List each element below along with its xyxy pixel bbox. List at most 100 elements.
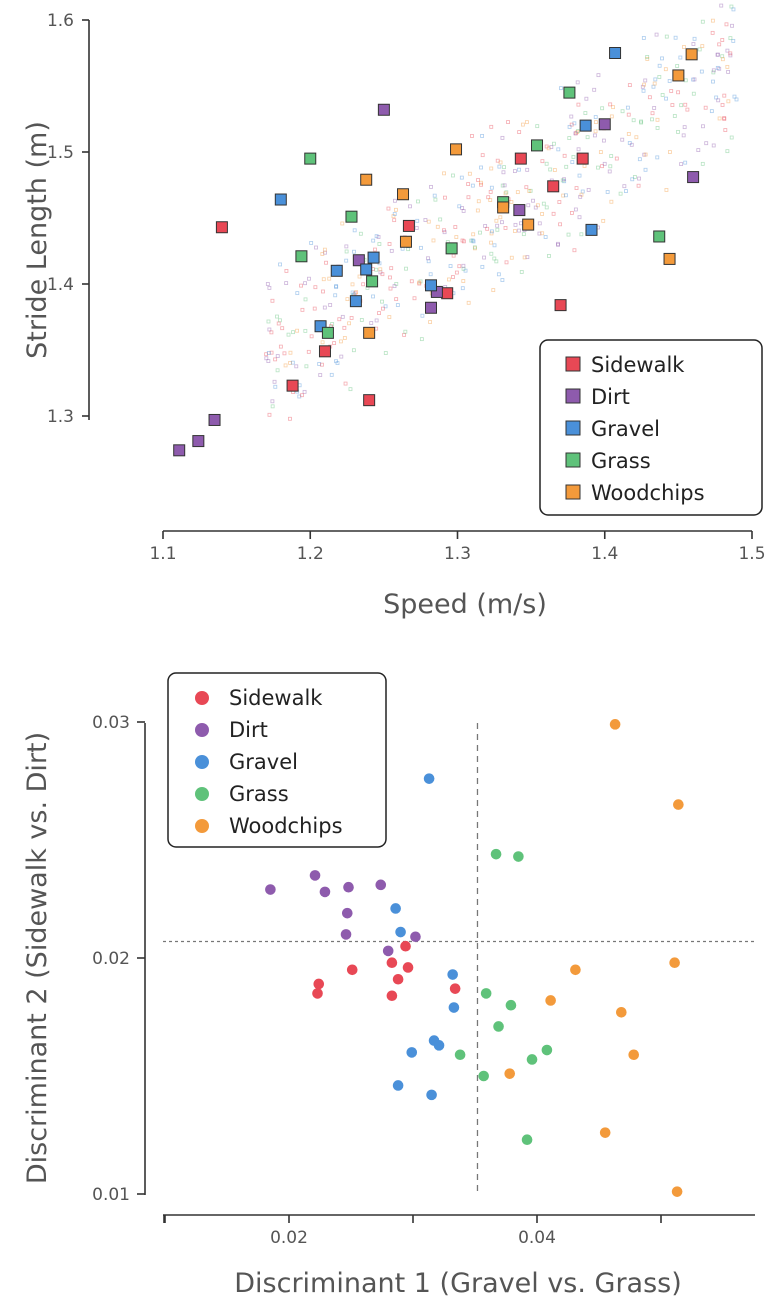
background-point (352, 249, 356, 254)
background-point (711, 143, 716, 148)
background-point (679, 162, 684, 166)
legend-label-dirt: Dirt (229, 718, 268, 742)
background-point (598, 150, 603, 154)
background-point (620, 109, 625, 114)
background-point (557, 200, 562, 204)
background-point (300, 307, 305, 312)
point-sidewalk (400, 940, 411, 952)
background-point (562, 153, 567, 158)
background-point (403, 329, 408, 334)
point-grass (454, 1049, 466, 1061)
background-point (417, 280, 422, 285)
background-point (575, 80, 580, 85)
point-sidewalk (386, 990, 398, 1002)
background-point (322, 247, 327, 252)
point-woodchips (360, 173, 373, 186)
background-point (521, 232, 526, 237)
background-point (700, 44, 705, 49)
background-point (734, 97, 739, 102)
x-axis-title: Discriminant 1 (Gravel vs. Grass) (234, 1268, 682, 1299)
background-point (402, 332, 407, 337)
background-point (667, 79, 672, 83)
point-sidewalk (402, 962, 414, 973)
point-dirt (352, 254, 365, 267)
background-point (451, 173, 455, 178)
legend-swatch-sidewalk (565, 356, 581, 372)
background-point (466, 182, 471, 186)
background-point (264, 356, 269, 361)
point-gravel (390, 903, 401, 914)
background-point (489, 231, 494, 236)
background-point (669, 89, 674, 93)
point-sidewalk (286, 379, 299, 392)
y-axis-top: 1.3 1.4 1.5 1.6 (47, 11, 90, 427)
background-point (320, 340, 325, 345)
background-point (509, 200, 514, 204)
background-point (442, 228, 446, 233)
background-point (374, 318, 379, 323)
background-point (637, 157, 642, 162)
background-point (448, 264, 453, 269)
background-point (426, 219, 431, 224)
background-point (729, 4, 734, 9)
background-point (679, 103, 684, 108)
background-point (580, 189, 585, 194)
background-point (388, 275, 392, 280)
background-point (313, 285, 318, 290)
background-point (309, 241, 314, 245)
background-point (716, 98, 721, 103)
point-woodchips (522, 218, 535, 231)
legend-label-grass: Grass (591, 449, 651, 473)
background-point (354, 290, 359, 295)
stride-speed-scatter-chart: 1.3 1.4 1.5 1.6 1.1 1.2 1.3 1.4 1.5 Stride Leng… (22, 3, 766, 620)
background-point (483, 224, 488, 228)
background-point (392, 212, 397, 216)
point-dirt (377, 103, 390, 116)
background-point (299, 283, 303, 288)
background-point (457, 204, 462, 209)
background-point (469, 238, 474, 243)
background-point (563, 193, 568, 198)
background-point (531, 198, 535, 203)
point-woodchips (685, 48, 698, 61)
background-point (388, 286, 393, 291)
background-point (720, 54, 725, 59)
background-point (412, 296, 417, 301)
background-point (479, 182, 483, 187)
legend-label-woodchips: Woodchips (591, 481, 705, 505)
background-point (423, 218, 428, 222)
background-point (622, 184, 627, 189)
point-gravel (274, 193, 287, 206)
background-point (500, 183, 505, 188)
background-point (334, 285, 339, 289)
background-point (728, 51, 733, 56)
background-point (574, 131, 578, 136)
background-point (304, 364, 309, 369)
background-point (600, 164, 604, 169)
background-point (495, 158, 500, 163)
point-woodchips (671, 1186, 683, 1197)
background-point (517, 167, 521, 172)
background-point (715, 65, 720, 70)
point-grass (478, 1070, 489, 1082)
background-point (476, 199, 481, 204)
background-point (717, 116, 722, 121)
background-point (678, 55, 683, 60)
background-point (320, 362, 324, 367)
point-dirt (687, 171, 700, 184)
background-point (428, 320, 433, 324)
background-point (609, 199, 614, 204)
background-point (653, 77, 658, 82)
background-point (650, 117, 654, 122)
background-point (357, 274, 362, 279)
point-dirt (410, 931, 421, 943)
background-point (295, 328, 300, 333)
point-gravel (360, 263, 373, 276)
background-point (383, 351, 388, 355)
background-point (630, 177, 635, 182)
background-point (347, 321, 352, 326)
background-point (291, 330, 295, 335)
background-point (579, 232, 584, 237)
background-point (579, 192, 584, 197)
background-point (394, 281, 399, 286)
